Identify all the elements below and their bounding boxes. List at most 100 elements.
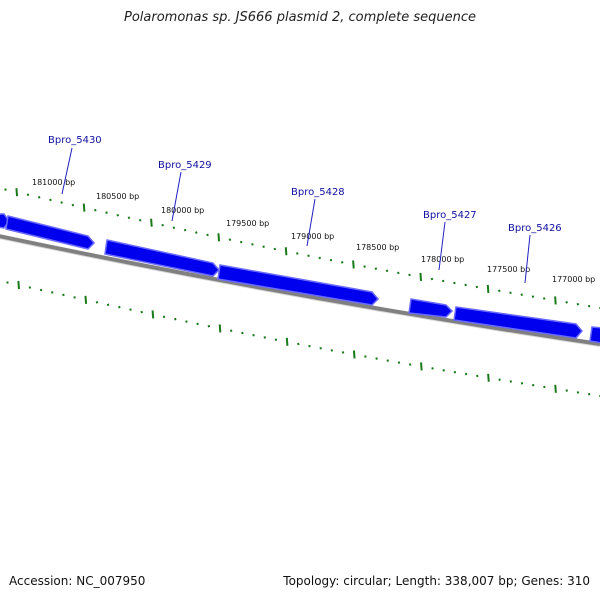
bp-label: 177000 bp [552, 275, 595, 284]
inner-tick [576, 391, 580, 394]
inner-tick [6, 281, 9, 284]
outer-tick [172, 226, 176, 229]
inner-tick [319, 346, 322, 350]
outer-tick [307, 254, 310, 258]
inner-tick [174, 317, 177, 321]
gene-leader-line [438, 221, 446, 271]
bp-label: 180500 bp [96, 192, 139, 201]
inner-tick [520, 382, 524, 385]
inner-tick [17, 280, 20, 290]
inner-tick [285, 337, 289, 346]
inner-tick [587, 392, 591, 396]
outer-tick [296, 252, 299, 255]
outer-tick [251, 243, 254, 246]
outer-tick [531, 295, 535, 298]
inner-tick [106, 303, 110, 307]
inner-tick [565, 389, 569, 392]
inner-tick [509, 380, 513, 383]
bp-label: 177500 bp [487, 265, 530, 274]
inner-tick [431, 367, 434, 370]
inner-tick [364, 355, 367, 358]
inner-tick [151, 310, 155, 319]
inner-tick [62, 293, 65, 297]
inner-tick [308, 344, 311, 348]
gene-arrow[interactable] [104, 239, 221, 277]
inner-tick [185, 320, 188, 323]
inner-tick [498, 378, 501, 381]
outer-tick [441, 279, 445, 283]
accession-text: Accession: NC_007950 [9, 574, 146, 588]
bp-label: 180000 bp [161, 206, 204, 215]
gene-arrow[interactable] [5, 215, 96, 250]
inner-tick [330, 349, 334, 352]
outer-tick [228, 238, 232, 241]
outer-tick [408, 273, 411, 277]
gene-label[interactable]: Bpro_5429 [158, 160, 212, 171]
outer-tick [430, 277, 434, 281]
inner-tick [531, 383, 535, 387]
outer-tick [509, 291, 512, 295]
inner-tick [140, 310, 143, 314]
outer-tick [464, 283, 467, 287]
gene-label[interactable]: Bpro_5428 [291, 187, 345, 198]
bp-label: 178500 bp [356, 243, 399, 252]
outer-tick [419, 272, 423, 282]
gene-label[interactable]: Bpro_5430 [48, 135, 102, 146]
topology-summary-text: Topology: circular; Length: 338,007 bp; … [283, 574, 590, 588]
outer-tick [105, 211, 108, 214]
inner-tick [420, 362, 423, 371]
gene-arrow[interactable] [408, 298, 454, 318]
outer-tick [82, 203, 86, 212]
outer-tick [397, 271, 400, 275]
gene-arrow[interactable] [453, 306, 583, 339]
outer-tick [498, 289, 501, 293]
outer-tick [206, 233, 209, 237]
outer-tick [363, 265, 366, 268]
outer-tick [284, 247, 288, 256]
inner-tick [375, 357, 378, 360]
outer-tick [195, 231, 198, 234]
gene-arrow[interactable] [217, 264, 380, 306]
outer-tick [453, 281, 456, 285]
gene-label[interactable]: Bpro_5426 [508, 223, 562, 234]
outer-tick [554, 296, 557, 305]
bp-label-group: 181000 bp 180500 bp 180000 bp 179500 bp 1790… [32, 178, 595, 284]
inner-tick [252, 333, 255, 337]
inner-tick [554, 384, 557, 393]
inner-tick [341, 351, 345, 354]
inner-tick [453, 370, 457, 374]
gene-leader-line [306, 198, 316, 247]
outer-tick [565, 301, 568, 304]
inner-tick [129, 308, 132, 311]
outer-tick [329, 258, 333, 262]
bp-label: 179500 bp [226, 219, 269, 228]
inner-tick [39, 288, 43, 292]
bp-label: 181000 bp [32, 178, 75, 187]
gene-arrow-right-edge[interactable] [589, 326, 600, 344]
outer-tick [15, 188, 19, 197]
inner-tick [207, 324, 211, 328]
outer-tick [37, 196, 41, 199]
inner-tick [95, 301, 99, 304]
outer-tick [4, 188, 7, 191]
gene-leader-line [61, 147, 73, 195]
inner-tick [196, 322, 199, 326]
gene-group [0, 213, 600, 344]
inner-tick [352, 350, 356, 359]
inner-tick [241, 331, 244, 335]
inner-tick [274, 338, 278, 341]
gene-label[interactable]: Bpro_5427 [423, 210, 477, 221]
outer-tick [576, 302, 580, 306]
outer-tick [520, 293, 524, 296]
outer-tick [127, 216, 131, 220]
inner-tick [263, 336, 267, 339]
outer-tick [273, 247, 277, 251]
outer-tick [239, 240, 243, 244]
gene-label-group: Bpro_5430 Bpro_5429 Bpro_5428 Bpro_5427 Bpro… [48, 135, 562, 284]
outer-tick [60, 201, 63, 204]
outer-tick [71, 203, 75, 207]
outer-tick [262, 245, 265, 248]
inner-tick [442, 369, 445, 372]
bp-label: 178000 bp [421, 255, 464, 264]
